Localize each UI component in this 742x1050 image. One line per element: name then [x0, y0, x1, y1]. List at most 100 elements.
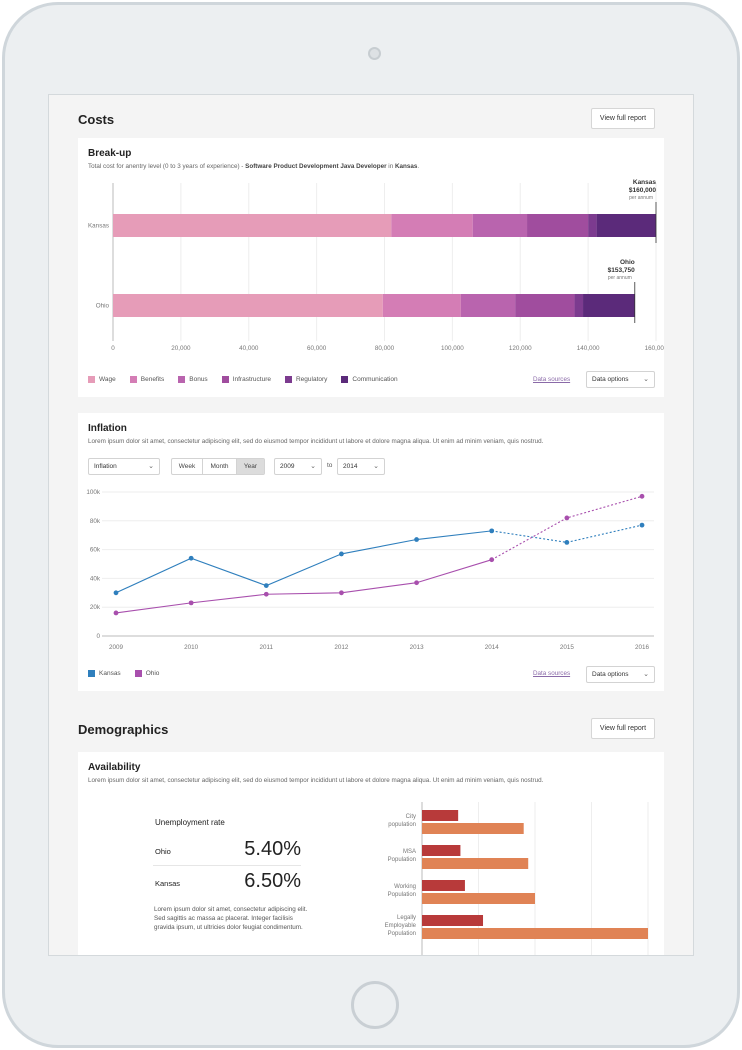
bar-segment-communication — [583, 294, 635, 317]
costs-title: Costs — [78, 112, 115, 127]
inflation-data-sources-link[interactable]: Data sources — [533, 670, 571, 677]
chevron-down-icon: ⌄ — [643, 671, 649, 678]
from-year-select[interactable]: 2009 ⌄ — [274, 458, 322, 475]
legend-swatch — [284, 376, 292, 383]
home-button[interactable] — [351, 981, 399, 1029]
bar-segment-benefits — [391, 214, 473, 237]
bar-segment-infrastructure — [527, 214, 589, 237]
period-week[interactable]: Week — [172, 459, 203, 474]
unemployment-note: Lorem ipsum dolor sit amet, consectetur … — [154, 906, 308, 931]
category-label: MSA — [403, 849, 416, 855]
period-month[interactable]: Month — [203, 459, 237, 474]
data-point-ohio — [263, 591, 269, 597]
y-tick-label: 40k — [90, 575, 101, 582]
bar-segment-bonus — [460, 294, 516, 317]
unemployment-row-kansas: Kansas 6.50% — [153, 870, 301, 898]
series-line-kansas — [115, 530, 492, 594]
legend-swatch — [88, 376, 95, 383]
metric-select[interactable]: Inflation ⌄ — [88, 458, 160, 475]
chevron-down-icon: ⌄ — [148, 463, 154, 470]
availability-title: Availability — [88, 762, 141, 773]
legend-label: Benefits — [140, 376, 165, 383]
x-tick-label: 140,000 — [577, 345, 600, 352]
data-point-ohio — [639, 493, 645, 499]
period-year[interactable]: Year — [237, 459, 264, 474]
unemployment-rate: 6.50% — [244, 870, 301, 892]
x-tick-label: 20,000 — [171, 345, 191, 352]
legend-item-bonus: Bonus — [178, 376, 208, 383]
bar-primary — [422, 810, 459, 821]
legend-label: Wage — [99, 376, 116, 383]
inflation-card: Inflation Lorem ipsum dolor sit amet, co… — [78, 413, 664, 691]
to-year-select[interactable]: 2014 ⌄ — [337, 458, 385, 475]
data-point-ohio — [188, 600, 194, 606]
category-label: Kansas — [88, 223, 109, 230]
bar-segment-communication — [596, 214, 656, 237]
y-tick-label: 60k — [90, 547, 101, 554]
x-tick-label: 0 — [111, 345, 115, 352]
inflation-title: Inflation — [88, 423, 127, 434]
legend-item-communication: Communication — [341, 376, 398, 383]
unemployment-state: Ohio — [155, 847, 171, 856]
availability-card: Availability Lorem ipsum dolor sit amet,… — [78, 752, 664, 955]
legend-label: Bonus — [189, 376, 208, 383]
availability-chart: City population MSA Population Working Popula… — [385, 802, 649, 955]
bar-segment-infrastructure — [515, 294, 575, 317]
category-label: Population — [388, 931, 416, 937]
legend-label: Regulatory — [295, 376, 328, 383]
to-label: to — [327, 462, 333, 469]
total-state: Kansas — [633, 179, 657, 186]
x-tick-label: 2014 — [485, 644, 500, 651]
x-tick-label: 60,000 — [307, 345, 327, 352]
bar-segment-regulatory — [588, 214, 597, 237]
series-projection-ohio — [491, 495, 643, 561]
data-point-ohio — [113, 610, 119, 616]
inflation-subtitle: Lorem ipsum dolor sit amet, consectetur … — [88, 438, 544, 445]
availability-subtitle: Lorem ipsum dolor sit amet, consectetur … — [88, 777, 544, 784]
data-point-kansas — [564, 540, 570, 545]
x-tick-label: 2011 — [260, 644, 274, 651]
unemployment-title: Unemployment rate — [155, 818, 225, 827]
breakup-data-options-dropdown[interactable]: Data options ⌄ — [586, 371, 655, 388]
unemployment-state: Kansas — [155, 879, 181, 888]
breakup-data-sources-link[interactable]: Data sources — [533, 376, 571, 383]
data-point-kansas — [113, 590, 119, 596]
data-point-ohio — [414, 580, 419, 586]
bar-primary — [422, 880, 465, 891]
legend-swatch — [178, 376, 186, 383]
x-tick-label: 80,000 — [375, 345, 395, 352]
demographics-view-full-report-button[interactable]: View full report — [591, 718, 655, 739]
breakup-subtitle: Total cost for anentry level (0 to 3 yea… — [88, 163, 420, 170]
bar-secondary — [422, 928, 648, 939]
bar-segment-regulatory — [574, 294, 584, 317]
x-tick-label: 100,000 — [441, 345, 464, 352]
bar-secondary — [422, 858, 529, 869]
legend-item-benefits: Benefits — [129, 376, 165, 383]
legend-label: Infrastructure — [232, 376, 271, 383]
unemployment-row-ohio: Ohio 5.40% — [153, 838, 301, 866]
series-projection-kansas — [491, 524, 643, 543]
x-tick-label: 2010 — [184, 644, 199, 651]
data-point-kansas — [639, 522, 645, 528]
period-toggle: Week Month Year — [171, 458, 265, 475]
total-state: Ohio — [620, 259, 635, 266]
category-label: Employable — [385, 923, 417, 929]
series-line-ohio — [115, 559, 492, 614]
x-tick-label: 120,000 — [509, 345, 532, 352]
bar-segment-benefits — [382, 294, 461, 317]
breakup-chart: 0 20,000 40,000 60,000 80,000 100,000 120,000 1… — [88, 179, 664, 352]
inflation-legend: Kansas Ohio — [88, 670, 159, 677]
y-tick-label: 0 — [96, 633, 100, 640]
total-unit: per annum — [608, 275, 632, 281]
legend-item-ohio: Ohio — [134, 670, 160, 677]
x-tick-label: 2012 — [334, 644, 349, 651]
legend-label: Ohio — [145, 670, 160, 677]
y-tick-label: 20k — [90, 604, 101, 611]
x-tick-label: 2015 — [560, 644, 575, 651]
legend-swatch — [129, 376, 137, 383]
costs-view-full-report-button[interactable]: View full report — [591, 108, 655, 129]
data-point-kansas — [414, 537, 419, 542]
bar-primary — [422, 845, 461, 856]
category-label: Working — [394, 884, 416, 890]
inflation-data-options-dropdown[interactable]: Data options ⌄ — [586, 666, 655, 683]
